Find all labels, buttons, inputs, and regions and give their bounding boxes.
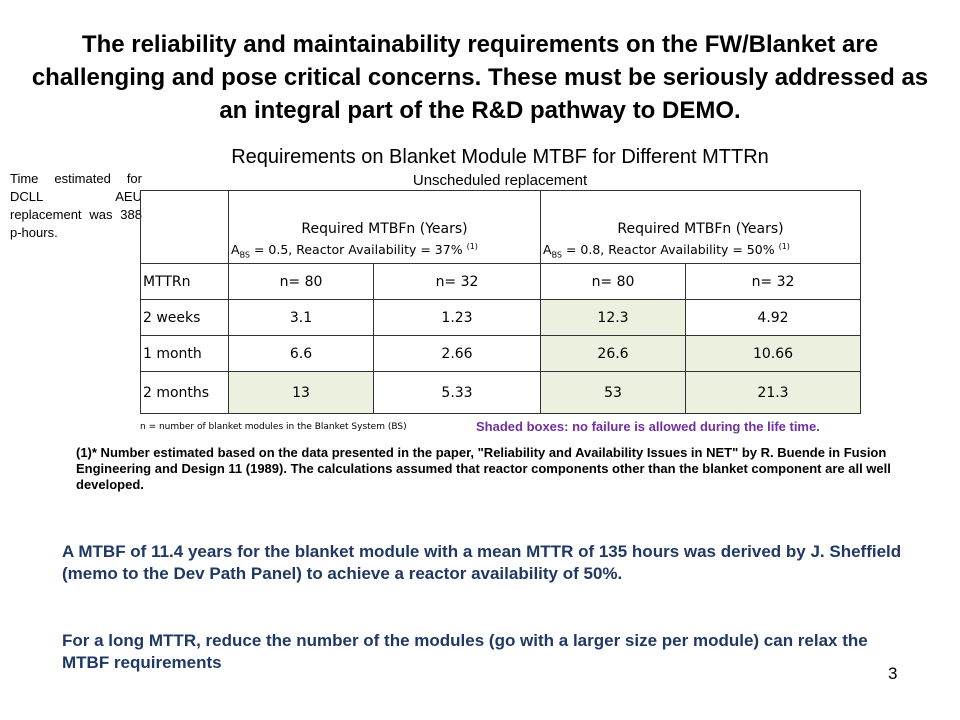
paragraph-mtbf-derivation: A MTBF of 11.4 years for the blanket mod… xyxy=(62,542,902,583)
table-footnote: n = number of blanket modules in the Bla… xyxy=(140,422,407,432)
condition-2-sup: (1) xyxy=(778,242,790,252)
table-subtitle: Unscheduled replacement xyxy=(412,172,588,189)
table-title: Requirements on Blanket Module MTBF for … xyxy=(231,146,769,168)
condition-1-sup: (1) xyxy=(466,242,478,252)
table-cell: 21.3 xyxy=(685,371,861,414)
empty-corner-cell xyxy=(140,190,229,264)
group-condition-1: ABS = 0.5, Reactor Availability = 37% (1… xyxy=(228,239,541,264)
condition-2-sub: BS xyxy=(551,250,562,260)
condition-2-prefix: A xyxy=(543,242,552,258)
table-cell: 12.3 xyxy=(540,299,686,336)
row-label: 2 months xyxy=(140,371,229,414)
table-cell: 10.66 xyxy=(685,335,861,372)
table-cell: 3.1 xyxy=(228,299,374,336)
table-cell: 1.23 xyxy=(373,299,541,336)
page-number: 3 xyxy=(888,664,898,683)
table-cell: 26.6 xyxy=(540,335,686,372)
table-row: 2 weeks 3.1 1.23 12.3 4.92 xyxy=(140,299,861,336)
side-note: Time estimated for DCLL AEU replacement … xyxy=(10,171,142,240)
table-cell: 5.33 xyxy=(373,371,541,414)
column-header: n= 80 xyxy=(540,263,686,300)
table-cell: 53 xyxy=(540,371,686,414)
slide-title: The reliability and maintainability requ… xyxy=(31,31,929,124)
table-condition-row: ABS = 0.5, Reactor Availability = 37% (1… xyxy=(141,239,861,264)
table-group-header-row: Required MTBFn (Years) Required MTBFn (Y… xyxy=(140,190,861,264)
table-row: 2 months 13 5.33 53 21.3 xyxy=(140,371,861,414)
mtbf-requirements-table: Required MTBFn (Years) Required MTBFn (Y… xyxy=(140,190,861,414)
column-header: n= 32 xyxy=(373,263,541,300)
group-header-2: Required MTBFn (Years) xyxy=(540,190,861,239)
column-header: n= 32 xyxy=(685,263,861,300)
table-cell: 2.66 xyxy=(373,335,541,372)
row-label: 2 weeks xyxy=(140,299,229,336)
group-condition-2: ABS = 0.8, Reactor Availability = 50% (1… xyxy=(540,239,861,264)
condition-1-prefix: A xyxy=(231,242,240,258)
table-column-header-row: MTTRn n= 80 n= 32 n= 80 n= 32 xyxy=(140,263,861,300)
table-row: 1 month 6.6 2.66 26.6 10.66 xyxy=(140,335,861,372)
paragraph-long-mttr: For a long MTTR, reduce the number of th… xyxy=(62,631,868,672)
reference-note: (1)* Number estimated based on the data … xyxy=(76,445,891,492)
table-cell: 13 xyxy=(228,371,374,414)
column-header: MTTRn xyxy=(140,263,229,300)
shaded-boxes-note: Shaded boxes: no failure is allowed duri… xyxy=(476,419,820,434)
table-cell: 4.92 xyxy=(685,299,861,336)
column-header: n= 80 xyxy=(228,263,374,300)
row-label: 1 month xyxy=(140,335,229,372)
table-cell: 6.6 xyxy=(228,335,374,372)
condition-1-sub: BS xyxy=(239,250,250,260)
group-header-1: Required MTBFn (Years) xyxy=(228,190,541,239)
condition-1-text: = 0.5, Reactor Availability = 37% xyxy=(250,242,467,258)
condition-2-text: = 0.8, Reactor Availability = 50% xyxy=(562,242,779,258)
